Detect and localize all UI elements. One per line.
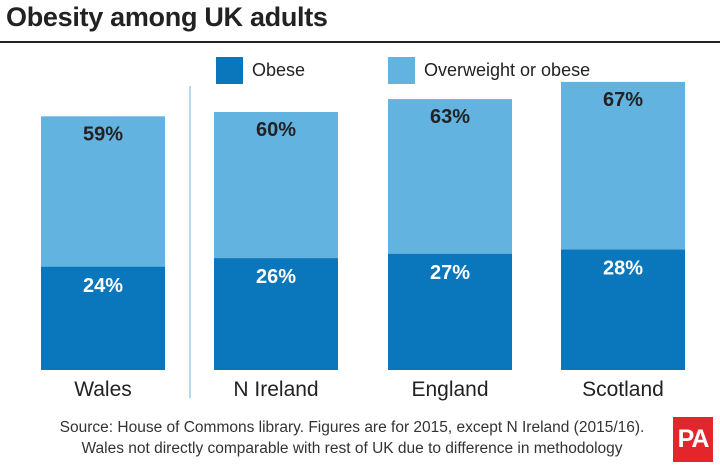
bar-obese-england: [388, 253, 512, 370]
label-obese-n-ireland: 26%: [256, 266, 296, 288]
bar-obese-n-ireland: [214, 258, 338, 370]
legend-label-obese: Obese: [252, 60, 306, 80]
legend-item-obese: Obese: [216, 57, 305, 84]
label-overweight-wales: 59%: [83, 123, 123, 145]
bar-obese-scotland: [561, 249, 685, 370]
legend-swatch-overweight: [388, 57, 415, 84]
category-label-n-ireland: N Ireland: [233, 378, 318, 401]
legend-item-overweight: Overweight or obese: [388, 57, 590, 84]
category-label-wales: Wales: [74, 378, 132, 401]
label-overweight-england: 63%: [430, 106, 470, 128]
legend-swatch-obese: [216, 57, 243, 84]
title-rule: [0, 41, 720, 43]
category-label-scotland: Scotland: [582, 378, 664, 401]
pa-logo: PA: [673, 417, 713, 462]
source-note: Source: House of Commons library. Figure…: [32, 417, 672, 459]
label-overweight-n-ireland: 60%: [256, 119, 296, 141]
label-obese-england: 27%: [430, 262, 470, 284]
label-overweight-scotland: 67%: [603, 89, 643, 111]
category-label-england: England: [411, 378, 488, 401]
source-line-1: Source: House of Commons library. Figure…: [59, 419, 645, 436]
label-obese-scotland: 28%: [603, 258, 643, 280]
source-line-2: Wales not directly comparable with rest …: [81, 440, 623, 457]
legend-label-overweight: Overweight or obese: [424, 60, 591, 80]
chart-title: Obesity among UK adults: [6, 2, 328, 32]
label-obese-wales: 24%: [83, 275, 123, 297]
bar-obese-wales: [41, 266, 165, 370]
